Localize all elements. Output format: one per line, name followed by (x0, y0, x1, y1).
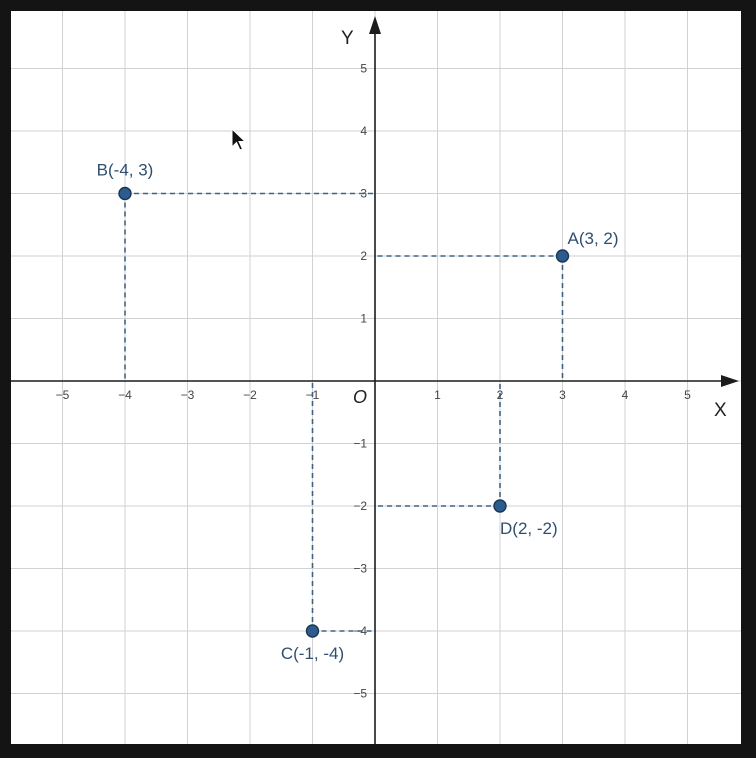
y-tick-label: 2 (360, 249, 367, 263)
x-tick-label: −5 (56, 388, 70, 402)
y-tick-label: 4 (360, 124, 367, 138)
y-axis-label: Y (341, 28, 354, 49)
y-tick-label: −1 (353, 437, 367, 451)
x-tick-label: −2 (243, 388, 257, 402)
x-axis-arrow-icon (721, 375, 739, 387)
data-point-marker (493, 499, 507, 513)
x-tick-label: −4 (118, 388, 132, 402)
axes: X Y O (11, 16, 739, 744)
x-tick-label: 5 (684, 388, 691, 402)
x-tick-label: 1 (434, 388, 441, 402)
origin-label: O (353, 387, 367, 407)
x-tick-label: −3 (181, 388, 195, 402)
x-tick-label: 2 (497, 388, 504, 402)
y-tick-label: −4 (353, 624, 367, 638)
data-point-marker (305, 624, 320, 638)
data-point-label: A(3, 2) (568, 229, 619, 248)
y-tick-label: −3 (353, 562, 367, 576)
y-axis-arrow-icon (369, 16, 381, 34)
data-point-marker (118, 186, 132, 201)
y-tick-label: 3 (360, 187, 367, 201)
data-point-marker (555, 249, 570, 263)
data-point-label: C(-1, -4) (281, 644, 344, 663)
y-tick-label: 5 (360, 62, 367, 76)
x-tick-label: −1 (306, 388, 320, 402)
tick-labels: −5 −4 −3 −2 −1 1 2 3 4 5 5 4 3 2 1 −1 −2 −3 −4 −5 (56, 62, 692, 701)
plot-area: X Y O −5 −4 −3 −2 −1 1 2 3 4 5 5 4 3 2 1 −1 −2 −3 −4 −5 A(3… (11, 11, 741, 744)
y-tick-label: −5 (353, 687, 367, 701)
x-axis-label: X (714, 400, 727, 421)
y-tick-label: 1 (360, 312, 367, 326)
x-tick-label: 3 (559, 388, 566, 402)
data-point-label: B(-4, 3) (97, 161, 154, 180)
coordinate-plane-chart: X Y O −5 −4 −3 −2 −1 1 2 3 4 5 5 4 3 2 1 −1 −2 −3 −4 −5 A(3… (11, 11, 741, 744)
y-tick-label: −2 (353, 499, 367, 513)
projection-guides (124, 192, 564, 632)
data-point-label: D(2, -2) (500, 519, 558, 538)
grid (11, 11, 741, 744)
data-points: A(3, 2) B(-4, 3) C(-1, -4) D(2, -2) (97, 161, 619, 664)
x-tick-label: 4 (622, 388, 629, 402)
mouse-cursor-icon (231, 127, 247, 151)
